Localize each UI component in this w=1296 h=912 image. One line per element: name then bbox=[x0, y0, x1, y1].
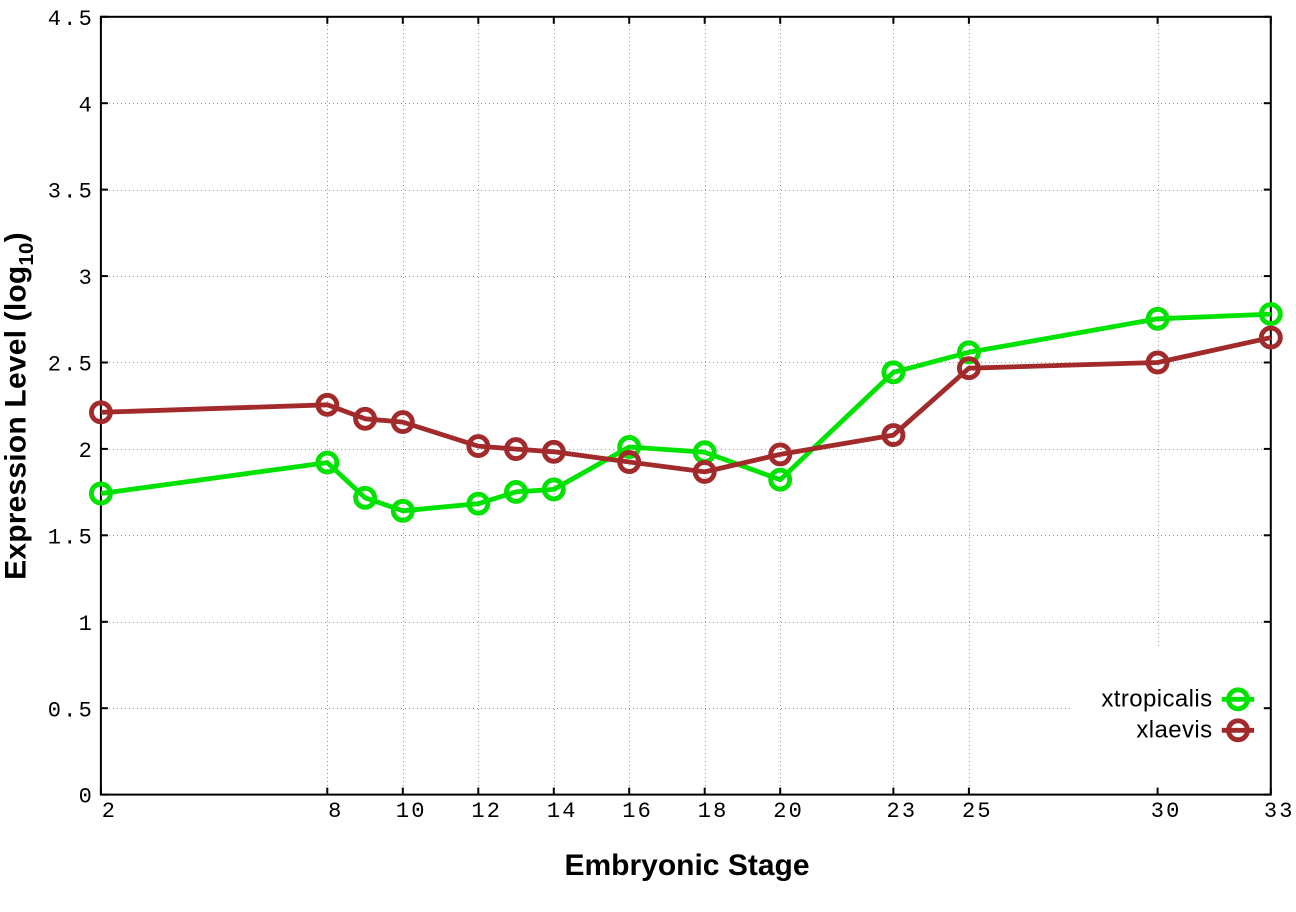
svg-text:3: 3 bbox=[79, 266, 94, 291]
svg-text:1: 1 bbox=[79, 612, 94, 637]
svg-text:18: 18 bbox=[698, 799, 729, 824]
svg-text:1.5: 1.5 bbox=[48, 525, 94, 550]
svg-text:8: 8 bbox=[328, 799, 343, 824]
svg-text:Expression Level (log10): Expression Level (log10) bbox=[0, 232, 38, 580]
svg-text:30: 30 bbox=[1151, 799, 1182, 824]
svg-text:3.5: 3.5 bbox=[48, 180, 94, 205]
svg-text:33: 33 bbox=[1264, 799, 1295, 824]
svg-text:0.5: 0.5 bbox=[48, 698, 94, 723]
svg-text:23: 23 bbox=[886, 799, 917, 824]
svg-text:10: 10 bbox=[396, 799, 427, 824]
svg-text:2.5: 2.5 bbox=[48, 353, 94, 378]
svg-text:2: 2 bbox=[102, 799, 117, 824]
svg-text:xlaevis: xlaevis bbox=[1136, 717, 1212, 744]
svg-text:16: 16 bbox=[622, 799, 653, 824]
svg-text:12: 12 bbox=[471, 799, 502, 824]
svg-text:0: 0 bbox=[79, 785, 94, 810]
svg-text:Embryonic Stage: Embryonic Stage bbox=[564, 849, 809, 882]
svg-text:25: 25 bbox=[962, 799, 993, 824]
svg-text:xtropicalis: xtropicalis bbox=[1101, 686, 1212, 713]
svg-text:4: 4 bbox=[79, 93, 94, 118]
svg-text:14: 14 bbox=[547, 799, 578, 824]
svg-text:2: 2 bbox=[79, 439, 94, 464]
svg-text:4.5: 4.5 bbox=[48, 7, 94, 32]
svg-text:20: 20 bbox=[773, 799, 804, 824]
